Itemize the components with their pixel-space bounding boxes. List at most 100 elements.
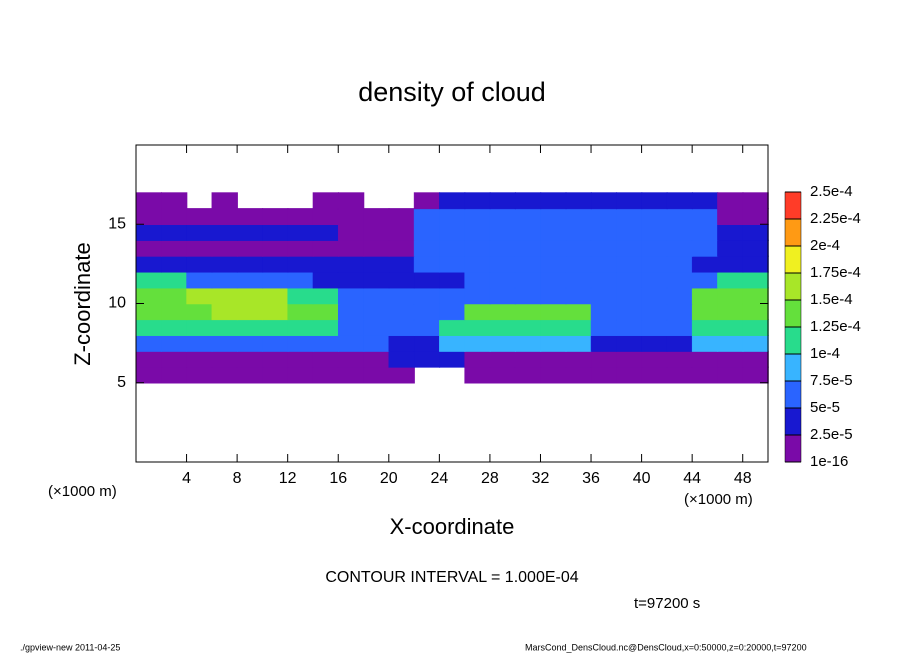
heatmap-cell xyxy=(464,303,491,321)
heatmap-cell xyxy=(691,334,719,352)
heatmap-cell xyxy=(489,192,516,210)
colorbar-label: 7.5e-5 xyxy=(810,372,853,389)
heatmap-cell xyxy=(691,319,719,336)
heatmap-cell xyxy=(287,303,314,321)
heatmap-cell xyxy=(186,239,213,257)
colorbar-swatch xyxy=(784,326,802,355)
heatmap-cell xyxy=(388,271,415,289)
heatmap-cell xyxy=(616,334,643,352)
heatmap-cell xyxy=(413,350,441,368)
heatmap-cell xyxy=(489,287,516,305)
heatmap-cell xyxy=(742,303,769,321)
heatmap-cell xyxy=(565,287,592,305)
heatmap-cell xyxy=(287,224,314,241)
heatmap-cell xyxy=(641,319,668,336)
heatmap-cell xyxy=(514,239,542,257)
x-unit-label: (×1000 m) xyxy=(684,491,753,508)
heatmap-cell xyxy=(161,350,188,368)
heatmap-cell xyxy=(439,350,466,368)
heatmap-cell xyxy=(439,255,466,273)
heatmap-cell xyxy=(540,208,567,225)
heatmap-cell xyxy=(514,287,542,305)
heatmap-cell xyxy=(691,239,719,257)
heatmap-cell xyxy=(262,303,289,321)
heatmap-cell xyxy=(287,239,314,257)
heatmap-cell xyxy=(186,271,213,289)
heatmap-cell xyxy=(489,350,516,368)
heatmap-cell xyxy=(565,319,592,336)
heatmap-cell xyxy=(742,287,769,305)
heatmap-cell xyxy=(161,224,188,241)
heatmap-cell xyxy=(363,350,390,368)
heatmap-cell xyxy=(540,334,567,352)
heatmap-cell xyxy=(135,319,163,336)
heatmap-cell xyxy=(211,208,238,225)
heatmap-cell xyxy=(413,208,441,225)
colorbar-swatch xyxy=(784,380,802,409)
heatmap-cell xyxy=(514,319,542,336)
heatmap-cell xyxy=(186,208,213,225)
heatmap-cell xyxy=(413,255,441,273)
heatmap-cell xyxy=(691,224,719,241)
heatmap-cell xyxy=(363,334,390,352)
y-tick-label: 5 xyxy=(117,374,126,391)
heatmap-cell xyxy=(641,287,668,305)
heatmap-cell xyxy=(540,192,567,210)
heatmap-cell xyxy=(312,208,339,225)
footer: MarsCond_DensCloud.nc@DensCloud,x=0:5000… xyxy=(525,642,807,652)
heatmap-cell xyxy=(439,239,466,257)
heatmap-cell xyxy=(590,224,618,241)
heatmap-cell xyxy=(312,192,339,210)
heatmap-cell xyxy=(287,334,314,352)
heatmap-cell xyxy=(135,192,163,210)
x-tick-label: 12 xyxy=(279,470,297,487)
heatmap-cell xyxy=(590,287,618,305)
heatmap-cell xyxy=(514,208,542,225)
heatmap-cell xyxy=(464,334,491,352)
axes: 4 8 12 16 20 24 28 32 36 40 44 48510151e-162.5e-55e… xyxy=(108,144,861,487)
heatmap-cell xyxy=(135,271,163,289)
heatmap-cell xyxy=(717,224,744,241)
heatmap-cell xyxy=(262,319,289,336)
heatmap-cell xyxy=(388,319,415,336)
heatmap-cell xyxy=(337,255,365,273)
heatmap-cell xyxy=(666,334,693,352)
x-axis-title: X-coordinate xyxy=(390,514,515,539)
heatmap-cell xyxy=(186,255,213,273)
heatmap-cell xyxy=(489,255,516,273)
y-tick-label: 15 xyxy=(108,215,126,232)
heatmap-cell xyxy=(312,303,339,321)
heatmap-cell xyxy=(691,303,719,321)
heatmap-cell xyxy=(565,192,592,210)
colorbar-label: 2e-4 xyxy=(810,237,840,254)
heatmap-cell xyxy=(186,334,213,352)
colorbar-label: 1.5e-4 xyxy=(810,291,853,308)
heatmap-cell xyxy=(742,350,769,368)
heatmap-cell xyxy=(211,334,238,352)
x-tick-label: 48 xyxy=(734,470,752,487)
heatmap-cell xyxy=(565,271,592,289)
heatmap-cell xyxy=(464,319,491,336)
heatmap-cell xyxy=(540,239,567,257)
heatmap-cell xyxy=(439,303,466,321)
heatmap-cell xyxy=(590,271,618,289)
heatmap-cell xyxy=(616,255,643,273)
heatmap-cell xyxy=(337,366,365,384)
colorbar-label: 5e-5 xyxy=(810,399,840,416)
heatmap-cell xyxy=(439,287,466,305)
heatmap-cell xyxy=(489,271,516,289)
heatmap-cell xyxy=(616,271,643,289)
x-tick-label: 20 xyxy=(380,470,398,487)
colorbar-swatch xyxy=(784,218,802,247)
heatmap-cell xyxy=(666,208,693,225)
heatmap-cell xyxy=(489,208,516,225)
heatmap-cell xyxy=(161,208,188,225)
footer: ./gpview-new 2011-04-25 xyxy=(20,642,120,652)
heatmap-cell xyxy=(489,334,516,352)
heatmap-cell xyxy=(388,366,415,384)
heatmap-cell xyxy=(337,334,365,352)
heatmap-cell xyxy=(590,350,618,368)
heatmap-cell xyxy=(565,350,592,368)
heatmap-cell xyxy=(312,366,339,384)
heatmap-cell xyxy=(590,192,618,210)
